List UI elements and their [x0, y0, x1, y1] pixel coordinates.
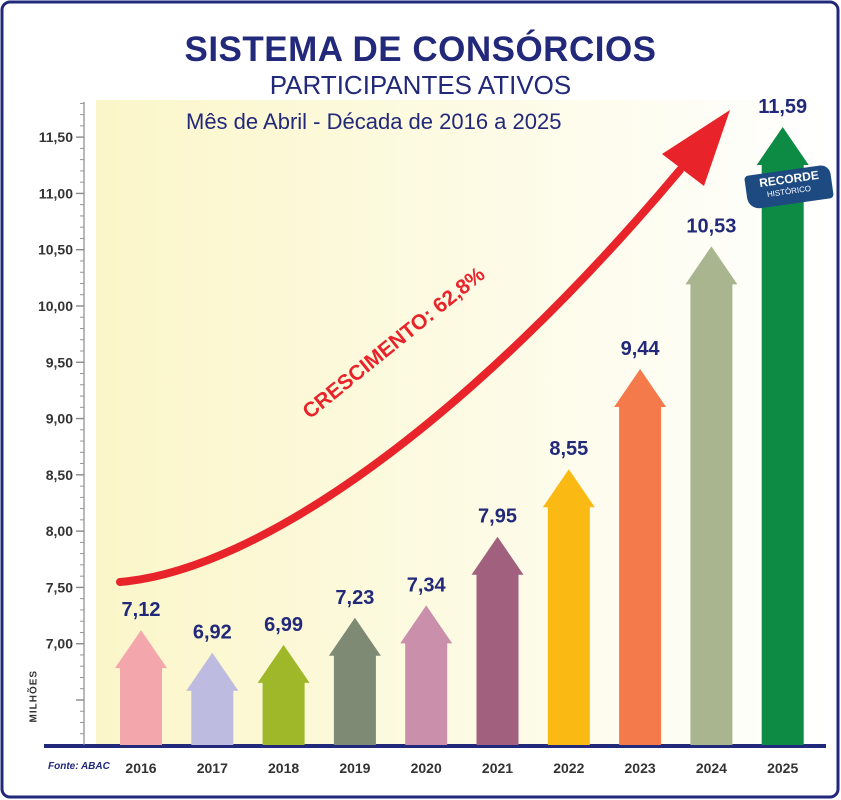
y-tick-label: 7,50 [46, 579, 73, 595]
chart-title: SISTEMA DE CONSÓRCIOS [184, 30, 657, 69]
y-tick-label: 11,50 [39, 129, 73, 145]
x-tick-label-2022: 2022 [553, 760, 584, 776]
bar-2019 [328, 617, 381, 745]
data-label-2024: 10,53 [686, 215, 736, 237]
record-badge: RECORDE HISTÓRICO [744, 164, 834, 210]
bar-2018 [257, 644, 310, 745]
y-tick-label: 8,00 [46, 523, 73, 539]
x-tick-label-2017: 2017 [197, 760, 228, 776]
data-label-2016: 7,12 [122, 599, 161, 621]
y-tick-label: 9,50 [46, 354, 73, 370]
y-tick-label: 11,00 [39, 185, 73, 201]
bar-2021 [471, 536, 524, 745]
bar-2025 [756, 127, 809, 745]
data-label-2017: 6,92 [193, 622, 232, 644]
data-label-2020: 7,34 [407, 574, 447, 596]
x-tick-label-2020: 2020 [411, 760, 442, 776]
growth-arrow-line [116, 166, 684, 586]
x-tick-label-2018: 2018 [268, 760, 299, 776]
source-note: Fonte: ABAC [48, 761, 110, 772]
x-tick-label-2025: 2025 [767, 760, 798, 776]
bar-2022 [542, 469, 595, 745]
x-tick-label-2023: 2023 [625, 760, 656, 776]
bar-2020 [400, 605, 453, 745]
x-tick-label-2016: 2016 [125, 760, 156, 776]
bar-2017 [186, 652, 239, 745]
x-tick-label-2021: 2021 [482, 760, 513, 776]
data-label-2023: 9,44 [621, 338, 661, 360]
growth-arrow-head [662, 110, 730, 186]
y-tick-label: 10,00 [38, 298, 73, 314]
y-tick-label: 8,50 [46, 467, 73, 483]
bar-2023 [614, 369, 667, 745]
y-axis-label: MILHÕES [28, 669, 40, 723]
data-label-2021: 7,95 [478, 506, 517, 528]
y-tick-label: 7,00 [46, 636, 73, 652]
y-tick-label: 10,50 [38, 242, 73, 258]
data-label-2022: 8,55 [549, 438, 588, 460]
period-caption: Mês de Abril - Década de 2016 a 2025 [186, 109, 562, 134]
data-label-2018: 6,99 [264, 614, 303, 636]
bar-2024 [685, 246, 738, 746]
y-tick-label: 9,00 [46, 411, 73, 427]
data-label-2025: 11,59 [758, 96, 807, 118]
bar-2016 [115, 630, 167, 745]
x-tick-label-2024: 2024 [696, 760, 727, 776]
x-tick-label-2019: 2019 [339, 760, 370, 776]
data-label-2019: 7,23 [335, 587, 374, 609]
chart-subtitle: PARTICIPANTES ATIVOS [269, 70, 572, 100]
